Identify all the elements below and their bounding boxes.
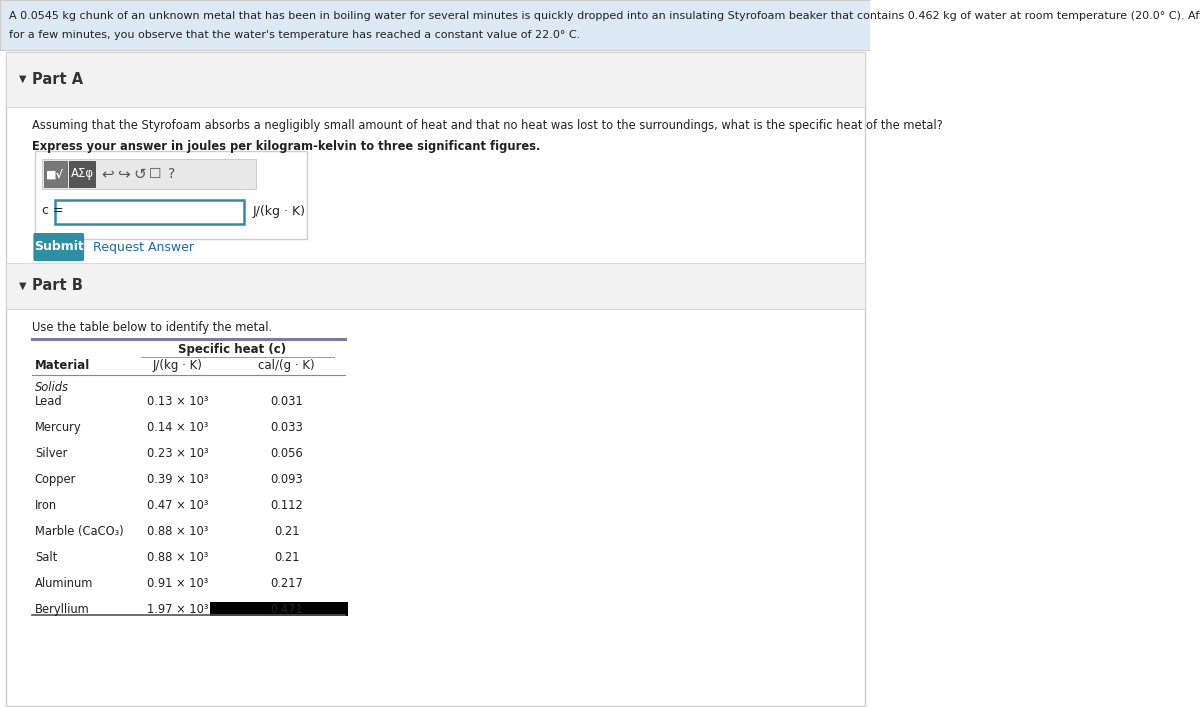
FancyBboxPatch shape [43, 161, 67, 187]
FancyBboxPatch shape [35, 151, 307, 239]
Text: Assuming that the Styrofoam absorbs a negligibly small amount of heat and that n: Assuming that the Styrofoam absorbs a ne… [32, 119, 943, 132]
Text: 0.033: 0.033 [270, 421, 302, 434]
Text: Salt: Salt [35, 551, 58, 564]
Text: Copper: Copper [35, 473, 76, 486]
Text: 0.88 × 10³: 0.88 × 10³ [148, 551, 209, 564]
Text: 0.093: 0.093 [270, 473, 302, 486]
FancyBboxPatch shape [0, 0, 870, 50]
Text: Beryllium: Beryllium [35, 603, 90, 616]
Text: ↩: ↩ [101, 167, 114, 182]
Text: 0.112: 0.112 [270, 499, 302, 512]
Text: ☐: ☐ [149, 167, 162, 181]
Text: Part A: Part A [32, 71, 83, 86]
Text: 0.471: 0.471 [270, 603, 302, 616]
Text: cal/(g · K): cal/(g · K) [258, 359, 314, 372]
FancyBboxPatch shape [55, 200, 244, 224]
Text: Aluminum: Aluminum [35, 577, 94, 590]
Text: 0.23 × 10³: 0.23 × 10³ [146, 447, 209, 460]
Text: ?: ? [168, 167, 175, 181]
Text: ▼: ▼ [19, 281, 26, 291]
Text: 0.056: 0.056 [270, 447, 302, 460]
Text: Iron: Iron [35, 499, 56, 512]
Text: ▼: ▼ [19, 74, 26, 84]
FancyBboxPatch shape [34, 233, 84, 261]
Text: ↪: ↪ [116, 167, 130, 182]
FancyBboxPatch shape [6, 263, 865, 309]
Text: 0.13 × 10³: 0.13 × 10³ [146, 395, 209, 408]
Text: Solids: Solids [35, 381, 68, 394]
Text: Mercury: Mercury [35, 421, 82, 434]
FancyBboxPatch shape [6, 52, 865, 706]
FancyBboxPatch shape [210, 602, 348, 616]
Text: Lead: Lead [35, 395, 62, 408]
Text: Marble (CaCO₃): Marble (CaCO₃) [35, 525, 124, 538]
Text: Part B: Part B [32, 279, 83, 293]
Text: J/(kg · K): J/(kg · K) [252, 204, 306, 218]
Text: for a few minutes, you observe that the water's temperature has reached a consta: for a few minutes, you observe that the … [8, 30, 580, 40]
Text: 0.21: 0.21 [274, 551, 299, 564]
Text: Request Answer: Request Answer [92, 240, 194, 254]
Text: Express your answer in joules per kilogram-kelvin to three significant figures.: Express your answer in joules per kilogr… [32, 140, 540, 153]
Text: ↺: ↺ [133, 167, 145, 182]
Text: 0.217: 0.217 [270, 577, 302, 590]
Text: Submit: Submit [34, 240, 84, 254]
FancyBboxPatch shape [68, 161, 95, 187]
Text: Specific heat (c): Specific heat (c) [178, 343, 286, 356]
Text: 0.21: 0.21 [274, 525, 299, 538]
Text: 0.91 × 10³: 0.91 × 10³ [148, 577, 209, 590]
Text: c =: c = [42, 204, 64, 218]
Text: 0.14 × 10³: 0.14 × 10³ [148, 421, 209, 434]
Text: ■√: ■√ [46, 169, 64, 179]
Text: Use the table below to identify the metal.: Use the table below to identify the meta… [32, 321, 272, 334]
Text: ΑΣφ: ΑΣφ [71, 168, 94, 180]
FancyBboxPatch shape [42, 159, 256, 189]
Text: Material: Material [35, 359, 90, 372]
Text: A 0.0545 kg chunk of an unknown metal that has been in boiling water for several: A 0.0545 kg chunk of an unknown metal th… [8, 11, 1200, 21]
Text: 0.031: 0.031 [270, 395, 302, 408]
Text: 0.47 × 10³: 0.47 × 10³ [146, 499, 209, 512]
FancyBboxPatch shape [6, 52, 865, 107]
Text: 0.39 × 10³: 0.39 × 10³ [146, 473, 209, 486]
Text: 1.97 × 10³: 1.97 × 10³ [146, 603, 209, 616]
Text: Silver: Silver [35, 447, 67, 460]
Text: J/(kg · K): J/(kg · K) [152, 359, 203, 372]
Text: 0.88 × 10³: 0.88 × 10³ [148, 525, 209, 538]
